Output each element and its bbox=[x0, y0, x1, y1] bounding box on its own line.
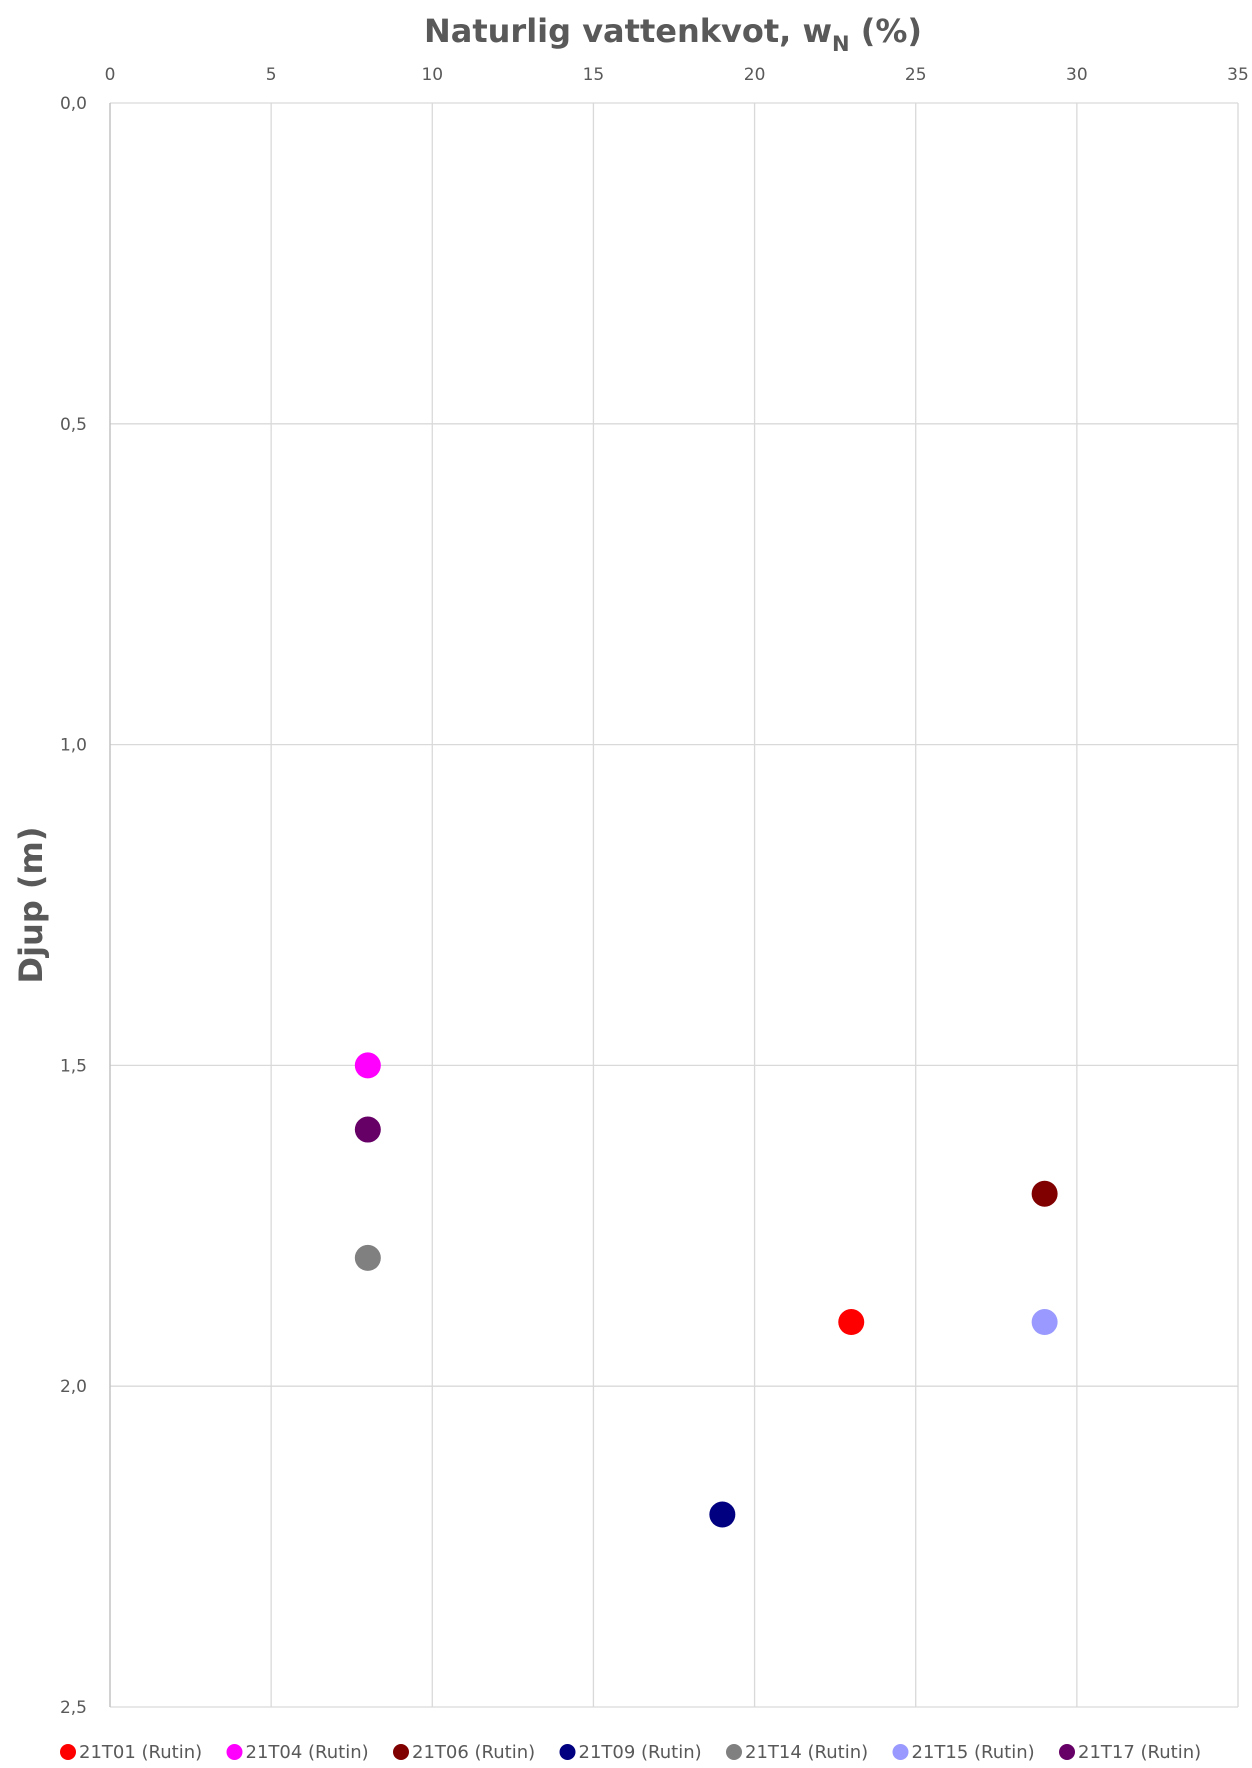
chart-title-subscript: N bbox=[832, 32, 850, 56]
legend-item-6: 21T17 (Rutin) bbox=[1059, 1742, 1201, 1763]
x-tick-label: 25 bbox=[905, 65, 927, 85]
x-tick-label: 5 bbox=[266, 65, 277, 85]
x-tick-label: 10 bbox=[421, 65, 443, 85]
legend-item-3: 21T09 (Rutin) bbox=[559, 1742, 702, 1763]
legend-item-4: 21T14 (Rutin) bbox=[726, 1742, 868, 1763]
legend-marker-4 bbox=[726, 1744, 742, 1760]
chart-title: Naturlig vattenkvot, wN (%) bbox=[424, 12, 922, 56]
chart-title-suffix: (%) bbox=[850, 12, 922, 50]
data-point-series-1-0 bbox=[354, 1052, 381, 1079]
legend-marker-5 bbox=[892, 1744, 909, 1760]
legend-label-0: 21T01 (Rutin) bbox=[79, 1742, 202, 1763]
data-point-series-0-0 bbox=[838, 1309, 865, 1336]
y-tick-label: 2,0 bbox=[60, 1377, 87, 1397]
data-point-series-3-0 bbox=[709, 1501, 736, 1528]
legend-marker-3 bbox=[559, 1744, 576, 1760]
y-tick-label: 0,5 bbox=[60, 415, 87, 435]
legend-item-5: 21T15 (Rutin) bbox=[892, 1742, 1035, 1763]
legend-item-0: 21T01 (Rutin) bbox=[60, 1742, 202, 1763]
legend-label-1: 21T04 (Rutin) bbox=[246, 1742, 369, 1763]
y-axis-label: Djup (m) bbox=[12, 827, 50, 984]
legend-marker-0 bbox=[60, 1744, 76, 1760]
legend-marker-1 bbox=[226, 1744, 243, 1760]
data-point-series-5-0 bbox=[1031, 1309, 1058, 1336]
x-axis-ticks: 0 5 10 15 20 25 30 35 bbox=[105, 65, 1249, 85]
legend-marker-6 bbox=[1059, 1744, 1075, 1760]
legend-label-5: 21T15 (Rutin) bbox=[912, 1742, 1035, 1763]
legend-label-3: 21T09 (Rutin) bbox=[579, 1742, 702, 1763]
y-tick-label: 1,0 bbox=[60, 736, 87, 756]
data-point-series-6-0 bbox=[354, 1116, 381, 1143]
grid bbox=[109, 102, 1239, 1708]
chart-title-main: Naturlig vattenkvot, w bbox=[424, 12, 832, 50]
y-tick-label: 1,5 bbox=[60, 1056, 87, 1076]
x-tick-label: 20 bbox=[744, 65, 766, 85]
legend: 21T01 (Rutin) 21T04 (Rutin) 21T06 (Rutin) 2… bbox=[60, 1742, 1201, 1763]
legend-item-1: 21T04 (Rutin) bbox=[226, 1742, 369, 1763]
legend-label-6: 21T17 (Rutin) bbox=[1078, 1742, 1201, 1763]
data-point-series-2-0 bbox=[1031, 1180, 1058, 1207]
data-point-series-4-0 bbox=[354, 1244, 381, 1271]
legend-marker-2 bbox=[393, 1744, 409, 1760]
legend-label-2: 21T06 (Rutin) bbox=[412, 1742, 535, 1763]
legend-item-2: 21T06 (Rutin) bbox=[393, 1742, 535, 1763]
y-tick-label: 0,0 bbox=[60, 94, 87, 114]
x-tick-label: 15 bbox=[583, 65, 605, 85]
x-tick-label: 30 bbox=[1066, 65, 1088, 85]
x-tick-label: 0 bbox=[105, 65, 116, 85]
y-tick-label: 2,5 bbox=[60, 1698, 87, 1718]
x-tick-label: 35 bbox=[1227, 65, 1249, 85]
legend-label-4: 21T14 (Rutin) bbox=[745, 1742, 868, 1763]
y-axis-ticks: 0,0 0,5 1,0 1,5 2,0 2,5 bbox=[60, 94, 87, 1718]
data-points bbox=[354, 1052, 1058, 1528]
